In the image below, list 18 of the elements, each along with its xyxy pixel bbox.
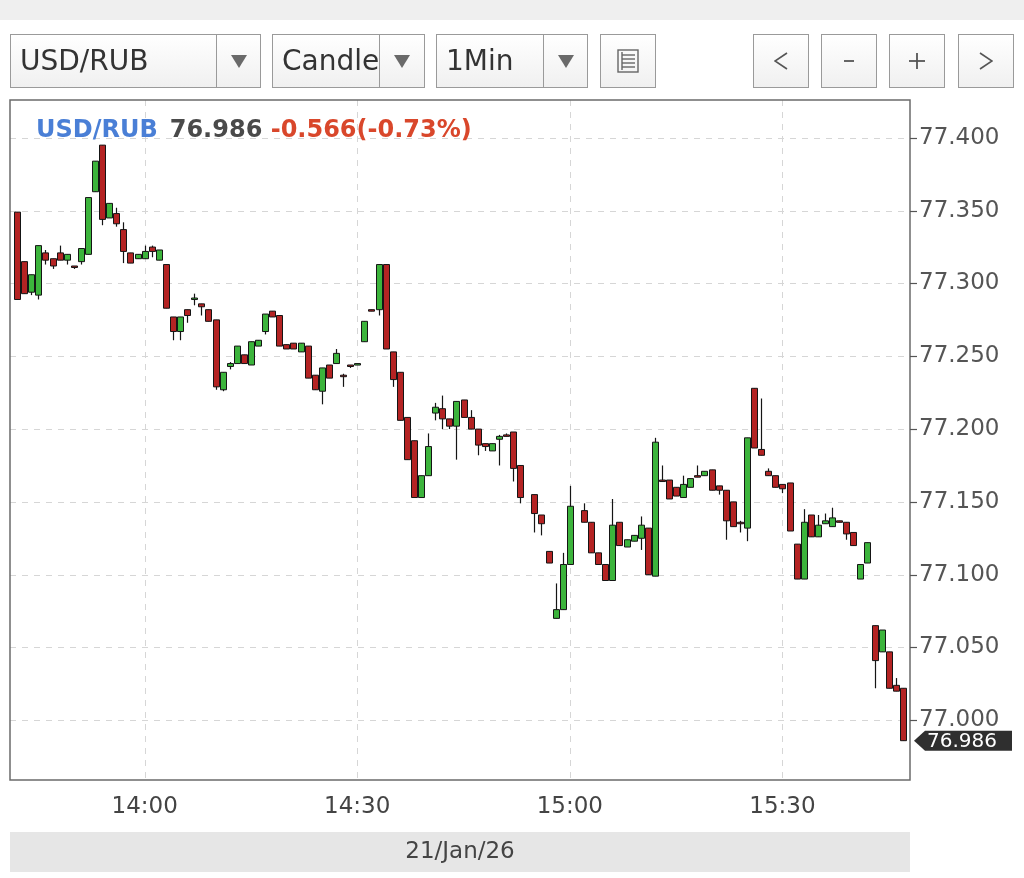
y-tick-label: 77.300 <box>919 268 1000 295</box>
y-tick-label: 77.250 <box>919 341 1000 368</box>
symbol-dropdown: USD/RUB <box>10 34 261 88</box>
y-tick-label: 77.100 <box>919 559 1000 586</box>
x-tick-label: 15:00 <box>536 791 603 818</box>
y-tick-label: 77.200 <box>919 414 1000 441</box>
x-axis-title: 21/Jan/26 <box>405 836 515 863</box>
y-tick-label: 77.050 <box>919 632 1000 659</box>
interval-dropdown: 1Min <box>436 34 588 88</box>
y-tick-label: 77.400 <box>919 122 1000 149</box>
text: USD/RUB <box>36 115 158 144</box>
x-tick-label: 15:30 <box>749 791 816 818</box>
y-tick-label: 77.150 <box>919 486 1000 513</box>
x-tick-label: 14:30 <box>324 791 391 818</box>
y-tick-label: 77.350 <box>919 195 1000 222</box>
x-tick-label: 14:00 <box>111 791 178 818</box>
text: 76.986 -0.566(-0.73%) <box>169 115 472 144</box>
chart-type-dropdown: Candle <box>272 34 425 88</box>
